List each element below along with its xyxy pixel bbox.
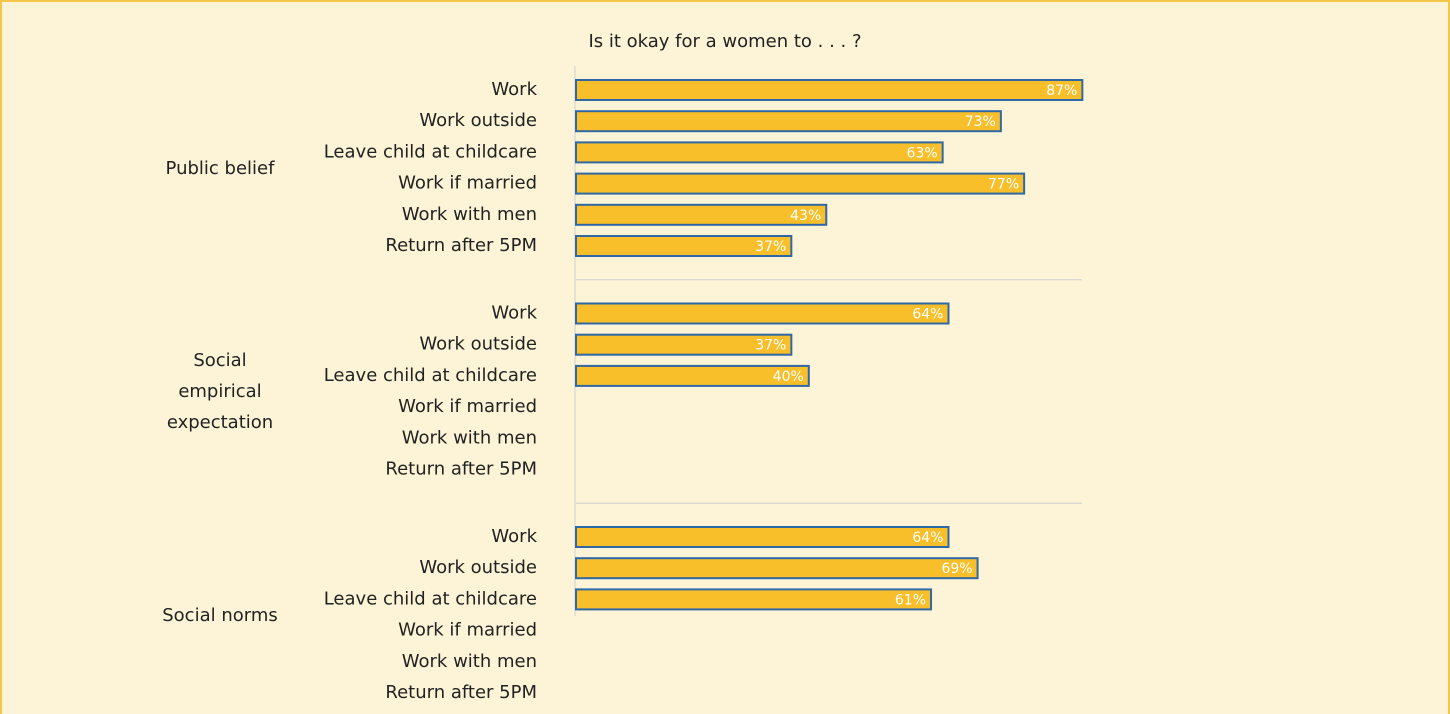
bar (575, 110, 1002, 133)
category-label: Work (491, 303, 537, 324)
category-label: Work with men (402, 651, 537, 672)
bar (575, 172, 1026, 195)
bar (575, 526, 950, 548)
category-label: Work outside (419, 557, 537, 578)
value-label: 61% (895, 592, 926, 608)
category-label: Work with men (402, 427, 537, 448)
value-label: 37% (755, 338, 786, 354)
group-label-wrap: Social norms (140, 555, 300, 675)
category-label: Return after 5PM (385, 235, 537, 256)
bar (575, 364, 810, 387)
value-label: 87% (1046, 83, 1077, 99)
bar (575, 235, 793, 257)
group-label-wrap: Social empirical expectation (140, 332, 300, 452)
category-label: Leave child at childcare (324, 141, 537, 162)
value-label: 73% (965, 114, 996, 130)
category-label: Work outside (419, 110, 537, 131)
category-label: Work with men (402, 204, 537, 225)
bar (575, 333, 793, 356)
bar (575, 203, 828, 226)
category-label: Leave child at childcare (324, 365, 537, 386)
value-label: 37% (755, 239, 786, 255)
category-label: Return after 5PM (385, 459, 537, 480)
bar (575, 557, 979, 580)
chart-title: Is it okay for a women to . . . ? (588, 31, 861, 52)
group-label: Social norms (162, 604, 278, 626)
bar (575, 141, 944, 164)
group-label: Social empirical expectation (166, 350, 274, 433)
bar (575, 302, 950, 325)
category-label: Work if married (398, 396, 537, 417)
category-label: Work if married (398, 620, 537, 641)
category-label: Work outside (419, 334, 537, 355)
group-label-wrap: Public belief (140, 108, 300, 228)
value-label: 40% (773, 369, 804, 385)
bar (575, 79, 1084, 101)
category-label: Return after 5PM (385, 682, 537, 703)
group-label-box: Social empirical expectation (140, 332, 300, 452)
value-label: 64% (912, 307, 943, 323)
group-label-box: Public belief (140, 108, 300, 228)
category-label: Work (491, 79, 537, 100)
category-label: Work if married (398, 173, 537, 194)
group-label-box: Social norms (140, 555, 300, 675)
category-label: Work (491, 526, 537, 547)
value-label: 77% (988, 177, 1019, 193)
value-label: 63% (907, 145, 938, 161)
value-label: 43% (790, 208, 821, 224)
value-label: 69% (941, 561, 972, 577)
bar (575, 588, 933, 611)
group-label: Public belief (165, 157, 275, 179)
value-label: 64% (912, 530, 943, 546)
category-label: Leave child at childcare (324, 588, 537, 609)
